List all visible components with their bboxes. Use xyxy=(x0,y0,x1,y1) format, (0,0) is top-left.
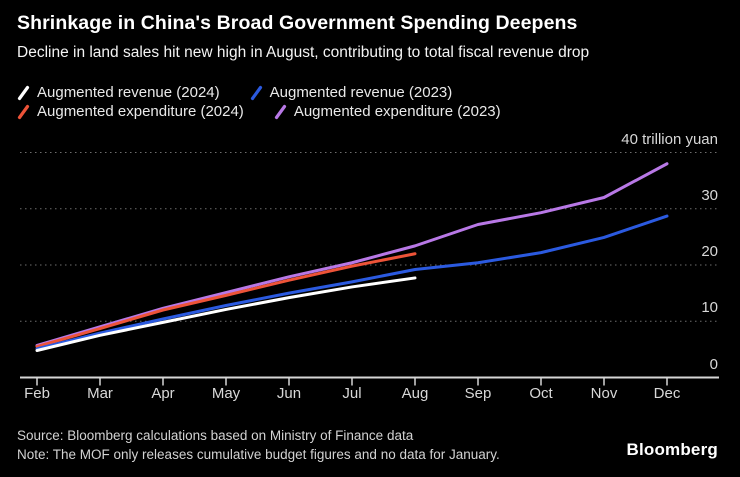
legend-slash-icon-augmented-expenditure-2024 xyxy=(17,104,30,119)
legend-row-2: Augmented expenditure (2024) Augmented ex… xyxy=(17,103,501,120)
y-tick-label-20: 20 xyxy=(701,243,718,260)
legend-slash-icon-augmented-revenue-2023 xyxy=(250,85,262,100)
x-tick-label-dec: Dec xyxy=(653,385,681,402)
bloomberg-logo: Bloomberg xyxy=(626,440,718,459)
legend-slash-icon-augmented-revenue-2024 xyxy=(17,85,30,100)
x-tick-label-jun: Jun xyxy=(276,385,302,402)
x-tick-label-sep: Sep xyxy=(464,385,492,402)
series-line-augmented-expenditure-2023 xyxy=(35,162,669,347)
legend-label-augmented-expenditure-2024: Augmented expenditure (2024) xyxy=(37,103,244,120)
source-note: Source: Bloomberg calculations based on … xyxy=(17,428,414,443)
y-axis-unit-label: 40 trillion yuan xyxy=(621,130,718,148)
y-tick-label-30: 30 xyxy=(701,186,718,204)
x-tick-label-mar: Mar xyxy=(87,385,113,402)
legend-slash-icon-augmented-expenditure-2023 xyxy=(274,104,286,119)
x-tick-label-apr: Apr xyxy=(151,385,175,402)
series-line-augmented-expenditure-2024 xyxy=(35,252,417,349)
chart-subtitle: Decline in land sales hit new high in Au… xyxy=(17,44,590,61)
x-tick-label-nov: Nov xyxy=(590,385,618,402)
x-tick-label-feb: Feb xyxy=(24,385,50,402)
x-tick-label-may: May xyxy=(211,385,241,402)
y-tick-label-0: 0 xyxy=(709,355,718,373)
legend-item-augmented-revenue-2023: Augmented revenue (2023) xyxy=(250,84,453,101)
x-tick-label-oct: Oct xyxy=(529,385,553,402)
legend-label-augmented-revenue-2023: Augmented revenue (2023) xyxy=(269,84,453,101)
chart-title: Shrinkage in China's Broad Government Sp… xyxy=(17,12,578,34)
x-tick-label-jul: Jul xyxy=(342,385,362,402)
legend-label-augmented-expenditure-2023: Augmented expenditure (2023) xyxy=(293,103,501,120)
legend-row-1: Augmented revenue (2024) Augmented revenu… xyxy=(17,84,501,101)
series-line-augmented-revenue-2023 xyxy=(35,214,669,351)
legend-item-augmented-expenditure-2023: Augmented expenditure (2023) xyxy=(274,103,501,120)
x-tick-label-aug: Aug xyxy=(401,385,429,402)
chart-legend: Augmented revenue (2024) Augmented revenu… xyxy=(17,84,501,120)
y-tick-label-10: 10 xyxy=(701,299,718,317)
legend-item-augmented-revenue-2024: Augmented revenue (2024) xyxy=(17,84,220,101)
legend-label-augmented-revenue-2024: Augmented revenue (2024) xyxy=(37,84,220,101)
legend-item-augmented-expenditure-2024: Augmented expenditure (2024) xyxy=(17,103,244,120)
series-line-augmented-revenue-2024 xyxy=(35,276,417,352)
data-note: Note: The MOF only releases cumulative b… xyxy=(17,447,500,462)
